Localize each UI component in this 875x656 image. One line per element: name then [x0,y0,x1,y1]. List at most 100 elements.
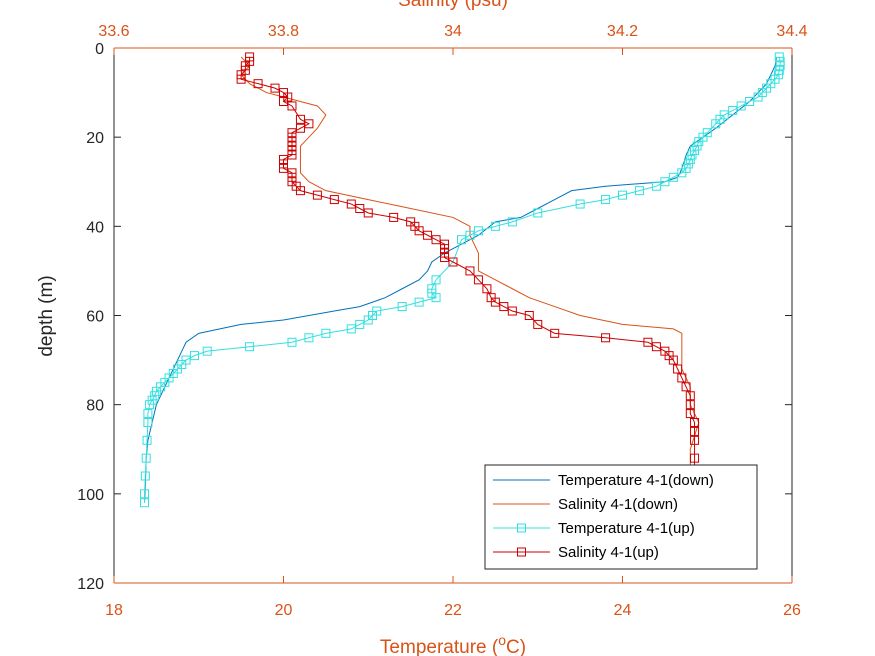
data-point-marker [685,391,695,401]
data-point-marker [533,319,543,329]
legend-label: Temperature 4-1(up) [558,520,695,537]
data-point-marker [711,119,721,129]
bottom-x-tick-label: 22 [444,602,462,619]
legend-entry: Temperature 4-1(up) [493,520,695,537]
data-point-marker [253,79,263,89]
data-point-marker [550,328,560,338]
data-point-marker [312,190,322,200]
y-tick-label: 0 [95,41,104,58]
data-point-marker [287,101,297,111]
top-x-tick-label: 34.2 [607,23,638,40]
bottom-x-tick-label: 26 [783,602,801,619]
data-point-marker [473,275,483,285]
data-point-marker [329,195,339,205]
data-point-marker [601,195,611,205]
data-point-marker [448,257,458,267]
bottom-x-axis-title: Temperature (oC) [380,632,526,656]
data-point-marker [346,324,356,334]
legend: Temperature 4-1(down) Salinity 4-1(down) T… [484,464,758,570]
series-3 [140,52,785,508]
data-point-marker [690,453,700,463]
data-point-marker [690,435,700,445]
bottom-x-tick-label: 18 [105,602,123,619]
bottom-x-tick-label: 20 [275,602,293,619]
data-point-marker [575,199,585,209]
y-tick-label: 80 [86,398,104,415]
data-point-marker [673,364,683,374]
data-point-marker [601,333,611,343]
data-point-marker [143,418,153,427]
data-point-marker [490,221,500,231]
y-tick-label: 20 [86,130,104,147]
data-point-marker [431,293,441,303]
data-layer [140,52,785,508]
y-axis: 0 20 40 60 80 100 120 [77,41,793,593]
data-point-marker [140,498,150,508]
data-point-marker [142,435,152,445]
data-point-marker [685,409,695,419]
data-point-marker [304,333,314,343]
y-tick-label: 60 [86,309,104,326]
data-point-marker [295,186,305,196]
top-x-tick-label: 33.6 [98,23,129,40]
data-point-marker [651,181,661,191]
data-point-marker [141,453,151,463]
data-point-marker [363,208,373,218]
data-point-marker [634,186,644,196]
data-point-marker [524,311,534,320]
data-point-marker [236,74,246,84]
legend-marker [517,523,526,533]
data-point-marker [507,217,517,227]
data-point-marker [431,275,441,285]
data-point-marker [685,400,695,410]
series-line [144,56,781,503]
top-x-tick-label: 33.8 [268,23,299,40]
y-tick-label: 120 [77,576,104,593]
y-axis-title: depth (m) [36,275,57,356]
data-point-marker [690,426,700,436]
top-x-axis-title: Salinity (psu) [398,0,508,11]
data-point-marker [668,355,678,365]
degree-superscript: o [498,632,506,648]
y-tick-label: 100 [77,487,104,504]
data-point-marker [482,284,492,294]
legend-entry: Temperature 4-1(down) [493,472,714,489]
bottom-x-axis-title-unit: C) [506,637,526,656]
data-point-marker [202,346,212,356]
series-4 [236,52,700,508]
legend-label: Salinity 4-1(up) [558,544,659,561]
data-point-marker [145,400,155,410]
data-point-marker [140,471,150,481]
data-point-marker [245,342,255,352]
data-point-marker [321,328,331,338]
data-point-marker [677,373,687,383]
bottom-x-tick-label: 24 [614,602,632,619]
bottom-x-axis: 18 20 22 24 26 [105,576,801,619]
data-point-marker [681,382,691,392]
series-2 [240,56,700,503]
data-point-marker [389,212,399,222]
data-point-marker [140,489,150,499]
top-x-tick-label: 34 [444,23,462,40]
data-point-marker [456,235,466,245]
data-point-marker [465,266,475,276]
y-tick-label: 40 [86,219,104,236]
data-point-marker [287,337,297,347]
legend-entry: Salinity 4-1(down) [493,496,678,513]
legend-entry: Salinity 4-1(up) [493,544,659,561]
legend-label: Temperature 4-1(down) [558,472,714,489]
data-point-marker [397,302,407,312]
legend-marker [517,547,526,557]
data-point-marker [690,418,700,427]
data-point-marker [143,409,153,419]
data-point-marker [618,190,627,200]
top-x-axis: 33.6 33.8 34 34.2 34.4 [98,23,808,55]
data-point-marker [507,306,517,316]
legend-label: Salinity 4-1(down) [558,496,678,513]
data-point-marker [414,297,424,307]
bottom-x-axis-title-text: Temperature ( [380,637,499,656]
data-point-marker [533,208,543,218]
series-line [240,56,700,503]
